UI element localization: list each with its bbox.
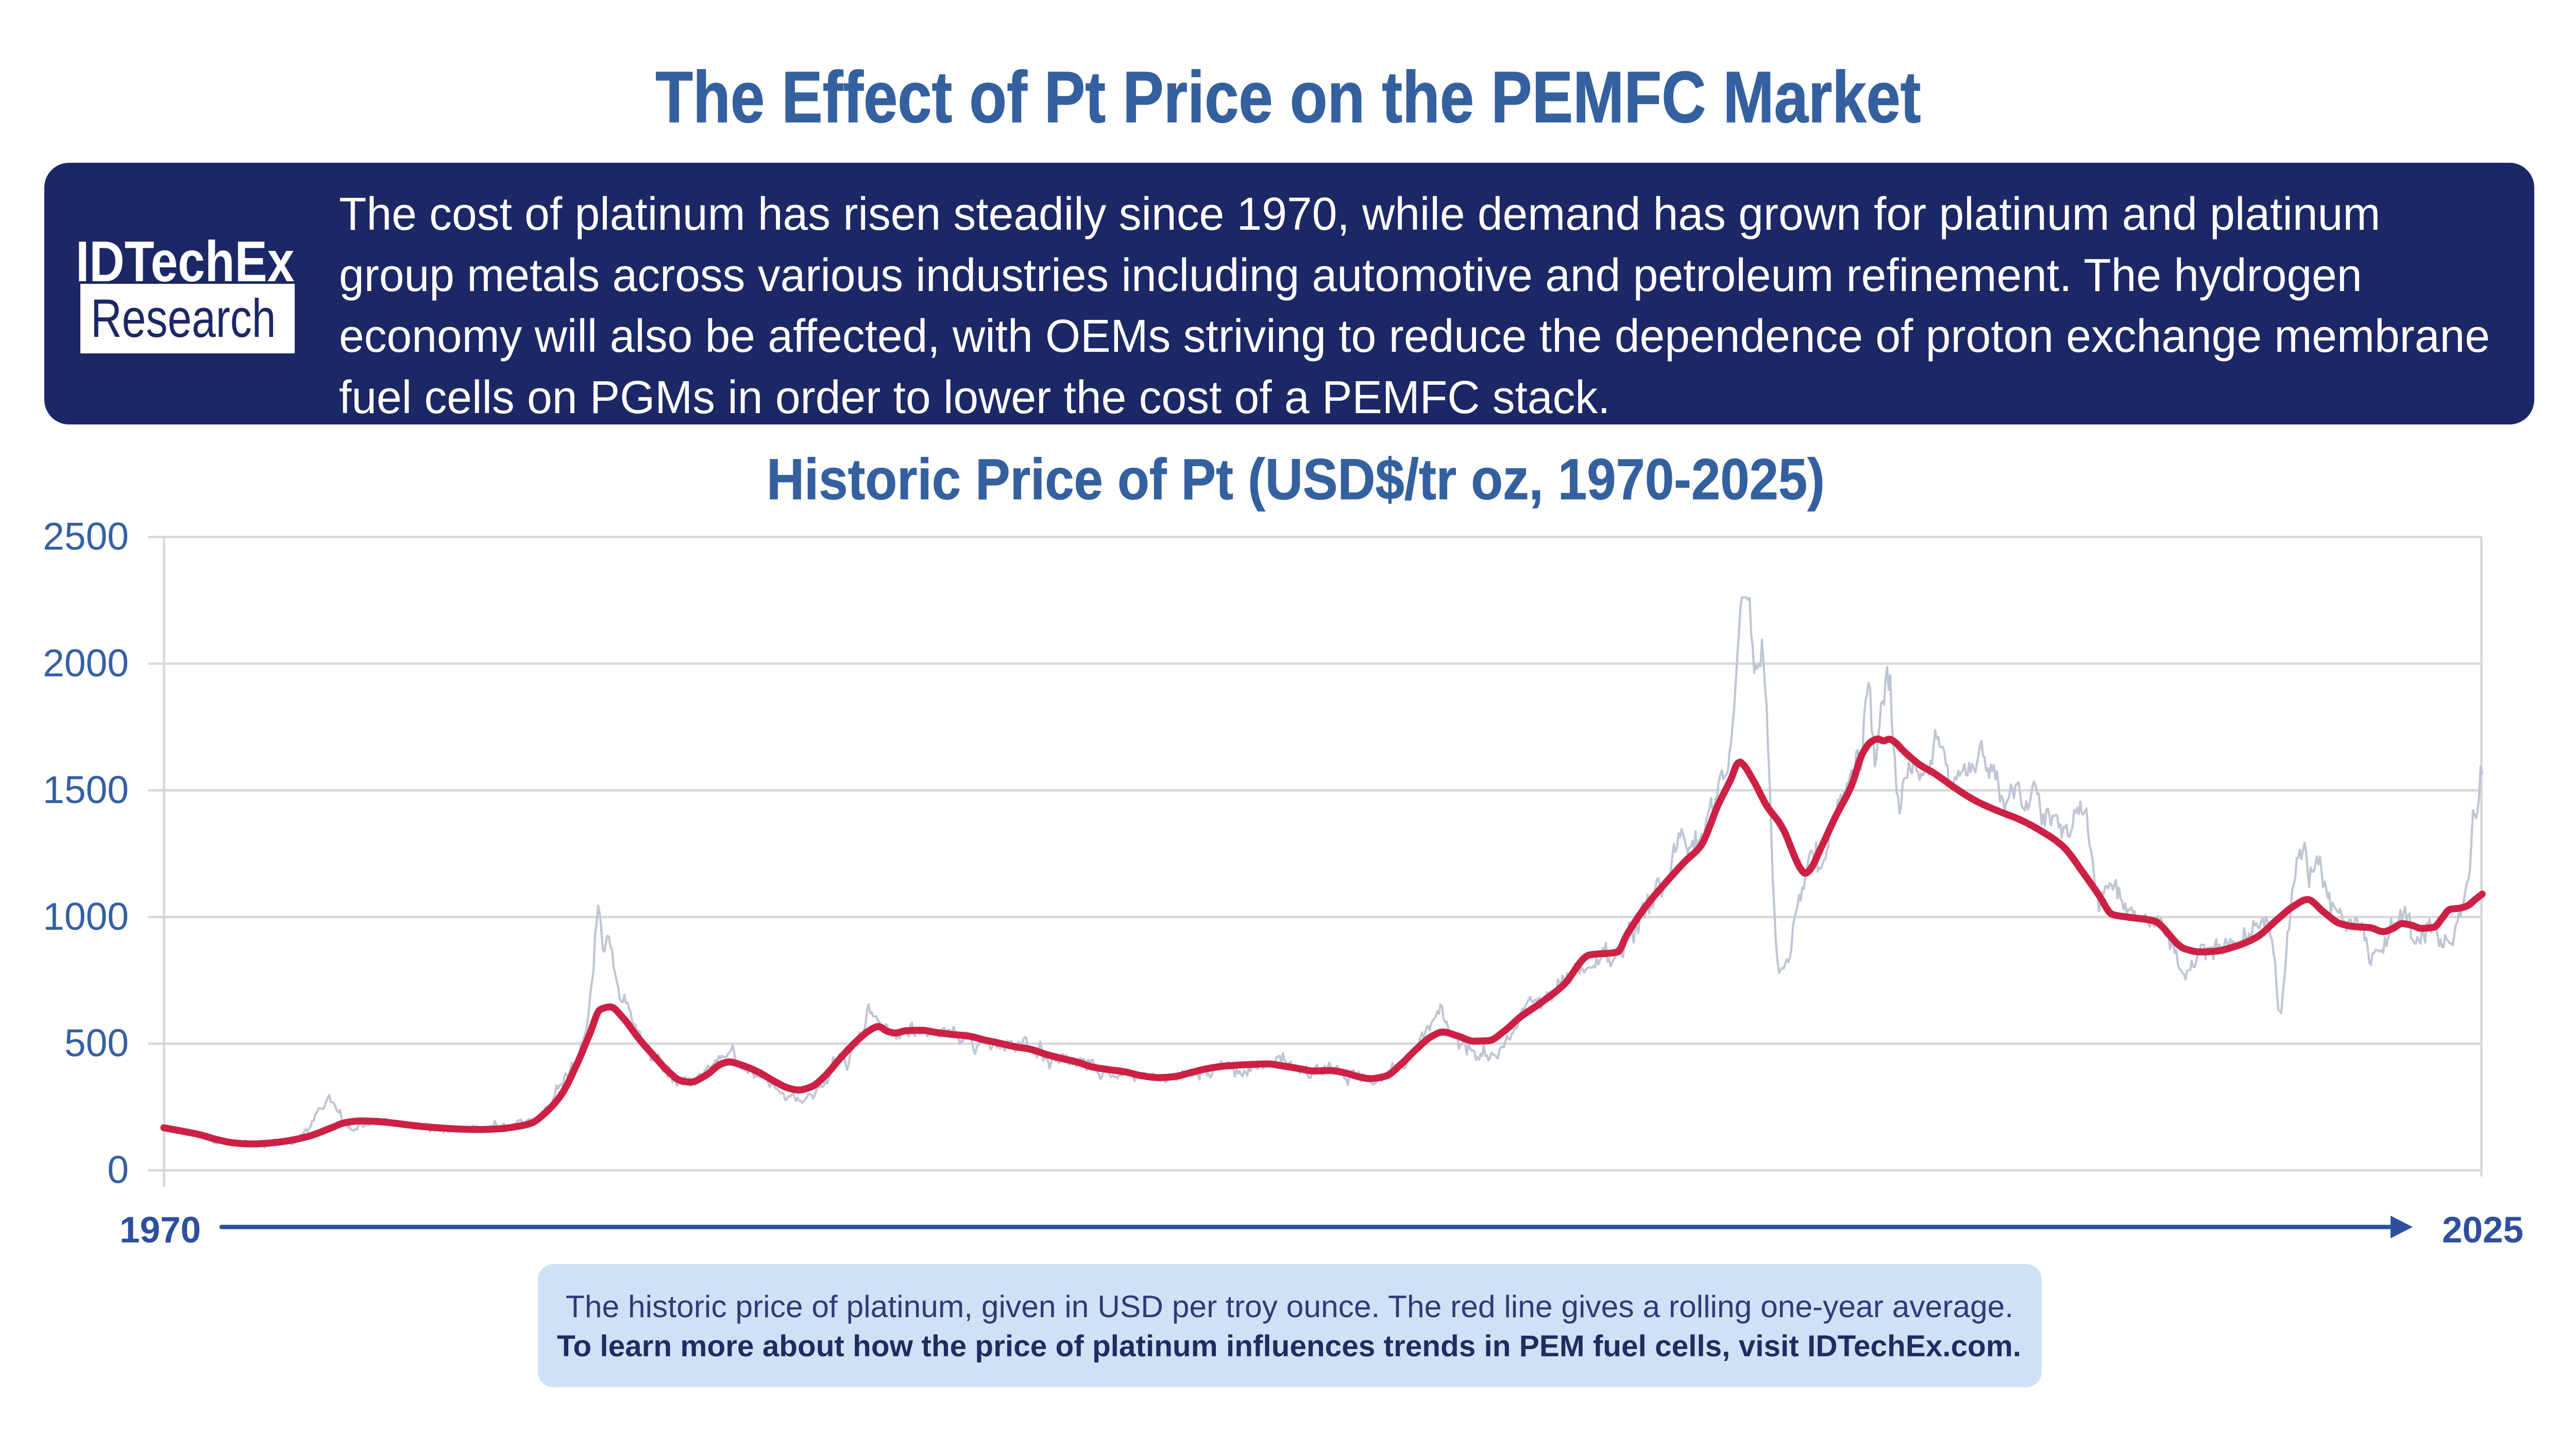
svg-text:0: 0 <box>107 1148 129 1191</box>
svg-text:2500: 2500 <box>43 515 129 558</box>
svg-text:1970: 1970 <box>120 1210 201 1251</box>
svg-text:1500: 1500 <box>43 768 129 811</box>
svg-text:1000: 1000 <box>43 895 129 938</box>
svg-text:2000: 2000 <box>43 641 129 685</box>
svg-text:500: 500 <box>64 1021 129 1065</box>
svg-text:2025: 2025 <box>2442 1210 2523 1251</box>
